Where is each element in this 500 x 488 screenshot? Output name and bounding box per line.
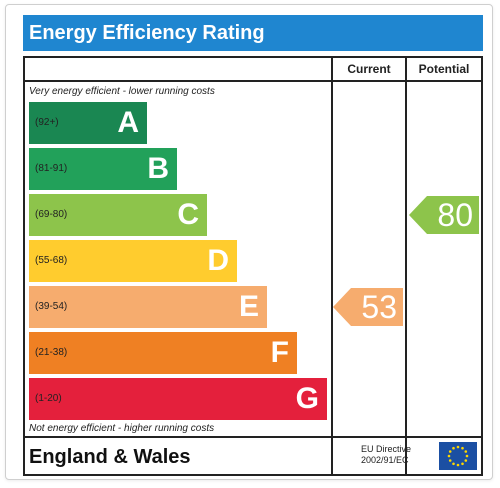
top-note: Very energy efficient - lower running co… bbox=[29, 86, 215, 97]
band-e: (39-54) E bbox=[29, 286, 267, 328]
band-letter: D bbox=[207, 244, 229, 277]
band-c: (69-80) C bbox=[29, 194, 207, 236]
band-letter: E bbox=[238, 290, 259, 323]
band-range: (39-54) bbox=[35, 301, 68, 312]
band-letter: C bbox=[177, 198, 199, 231]
current-rating-arrow: 53 bbox=[333, 288, 403, 326]
band-g: (1-20) G bbox=[29, 378, 327, 420]
header-divider bbox=[25, 80, 481, 82]
divider-potential bbox=[405, 58, 407, 474]
directive-text: EU Directive 2002/91/EC bbox=[361, 444, 411, 466]
directive-line2: 2002/91/EC bbox=[361, 455, 409, 465]
potential-rating-value: 80 bbox=[437, 197, 473, 233]
footer-divider bbox=[25, 436, 481, 438]
band-d: (55-68) D bbox=[29, 240, 237, 282]
potential-column-header: Potential bbox=[418, 62, 470, 76]
band-range: (92+) bbox=[35, 117, 59, 128]
band-letter: G bbox=[295, 382, 319, 415]
potential-rating-arrow: 80 bbox=[409, 196, 479, 234]
current-column-header: Current bbox=[347, 62, 391, 76]
divider-current bbox=[331, 58, 333, 474]
band-b: (81-91) B bbox=[29, 148, 177, 190]
band-letter: B bbox=[147, 152, 169, 185]
current-rating-value: 53 bbox=[361, 289, 397, 325]
band-range: (21-38) bbox=[35, 347, 68, 358]
band-range: (69-80) bbox=[35, 209, 68, 220]
band-letter: A bbox=[117, 106, 139, 139]
band-range: (81-91) bbox=[35, 163, 68, 174]
band-range: (55-68) bbox=[35, 255, 68, 266]
eu-flag-icon bbox=[439, 442, 477, 470]
chart-title: Energy Efficiency Rating bbox=[23, 15, 483, 51]
directive-line1: EU Directive bbox=[361, 444, 412, 454]
bottom-note: Not energy efficient - higher running co… bbox=[29, 423, 215, 434]
band-range: (1-20) bbox=[35, 393, 62, 404]
region-label: England & Wales bbox=[29, 446, 191, 468]
rating-chart: Current Potential Very energy efficient … bbox=[23, 56, 483, 476]
band-letter: F bbox=[270, 336, 289, 369]
band-a: (92+) A bbox=[29, 102, 147, 144]
band-f: (21-38) F bbox=[29, 332, 297, 374]
